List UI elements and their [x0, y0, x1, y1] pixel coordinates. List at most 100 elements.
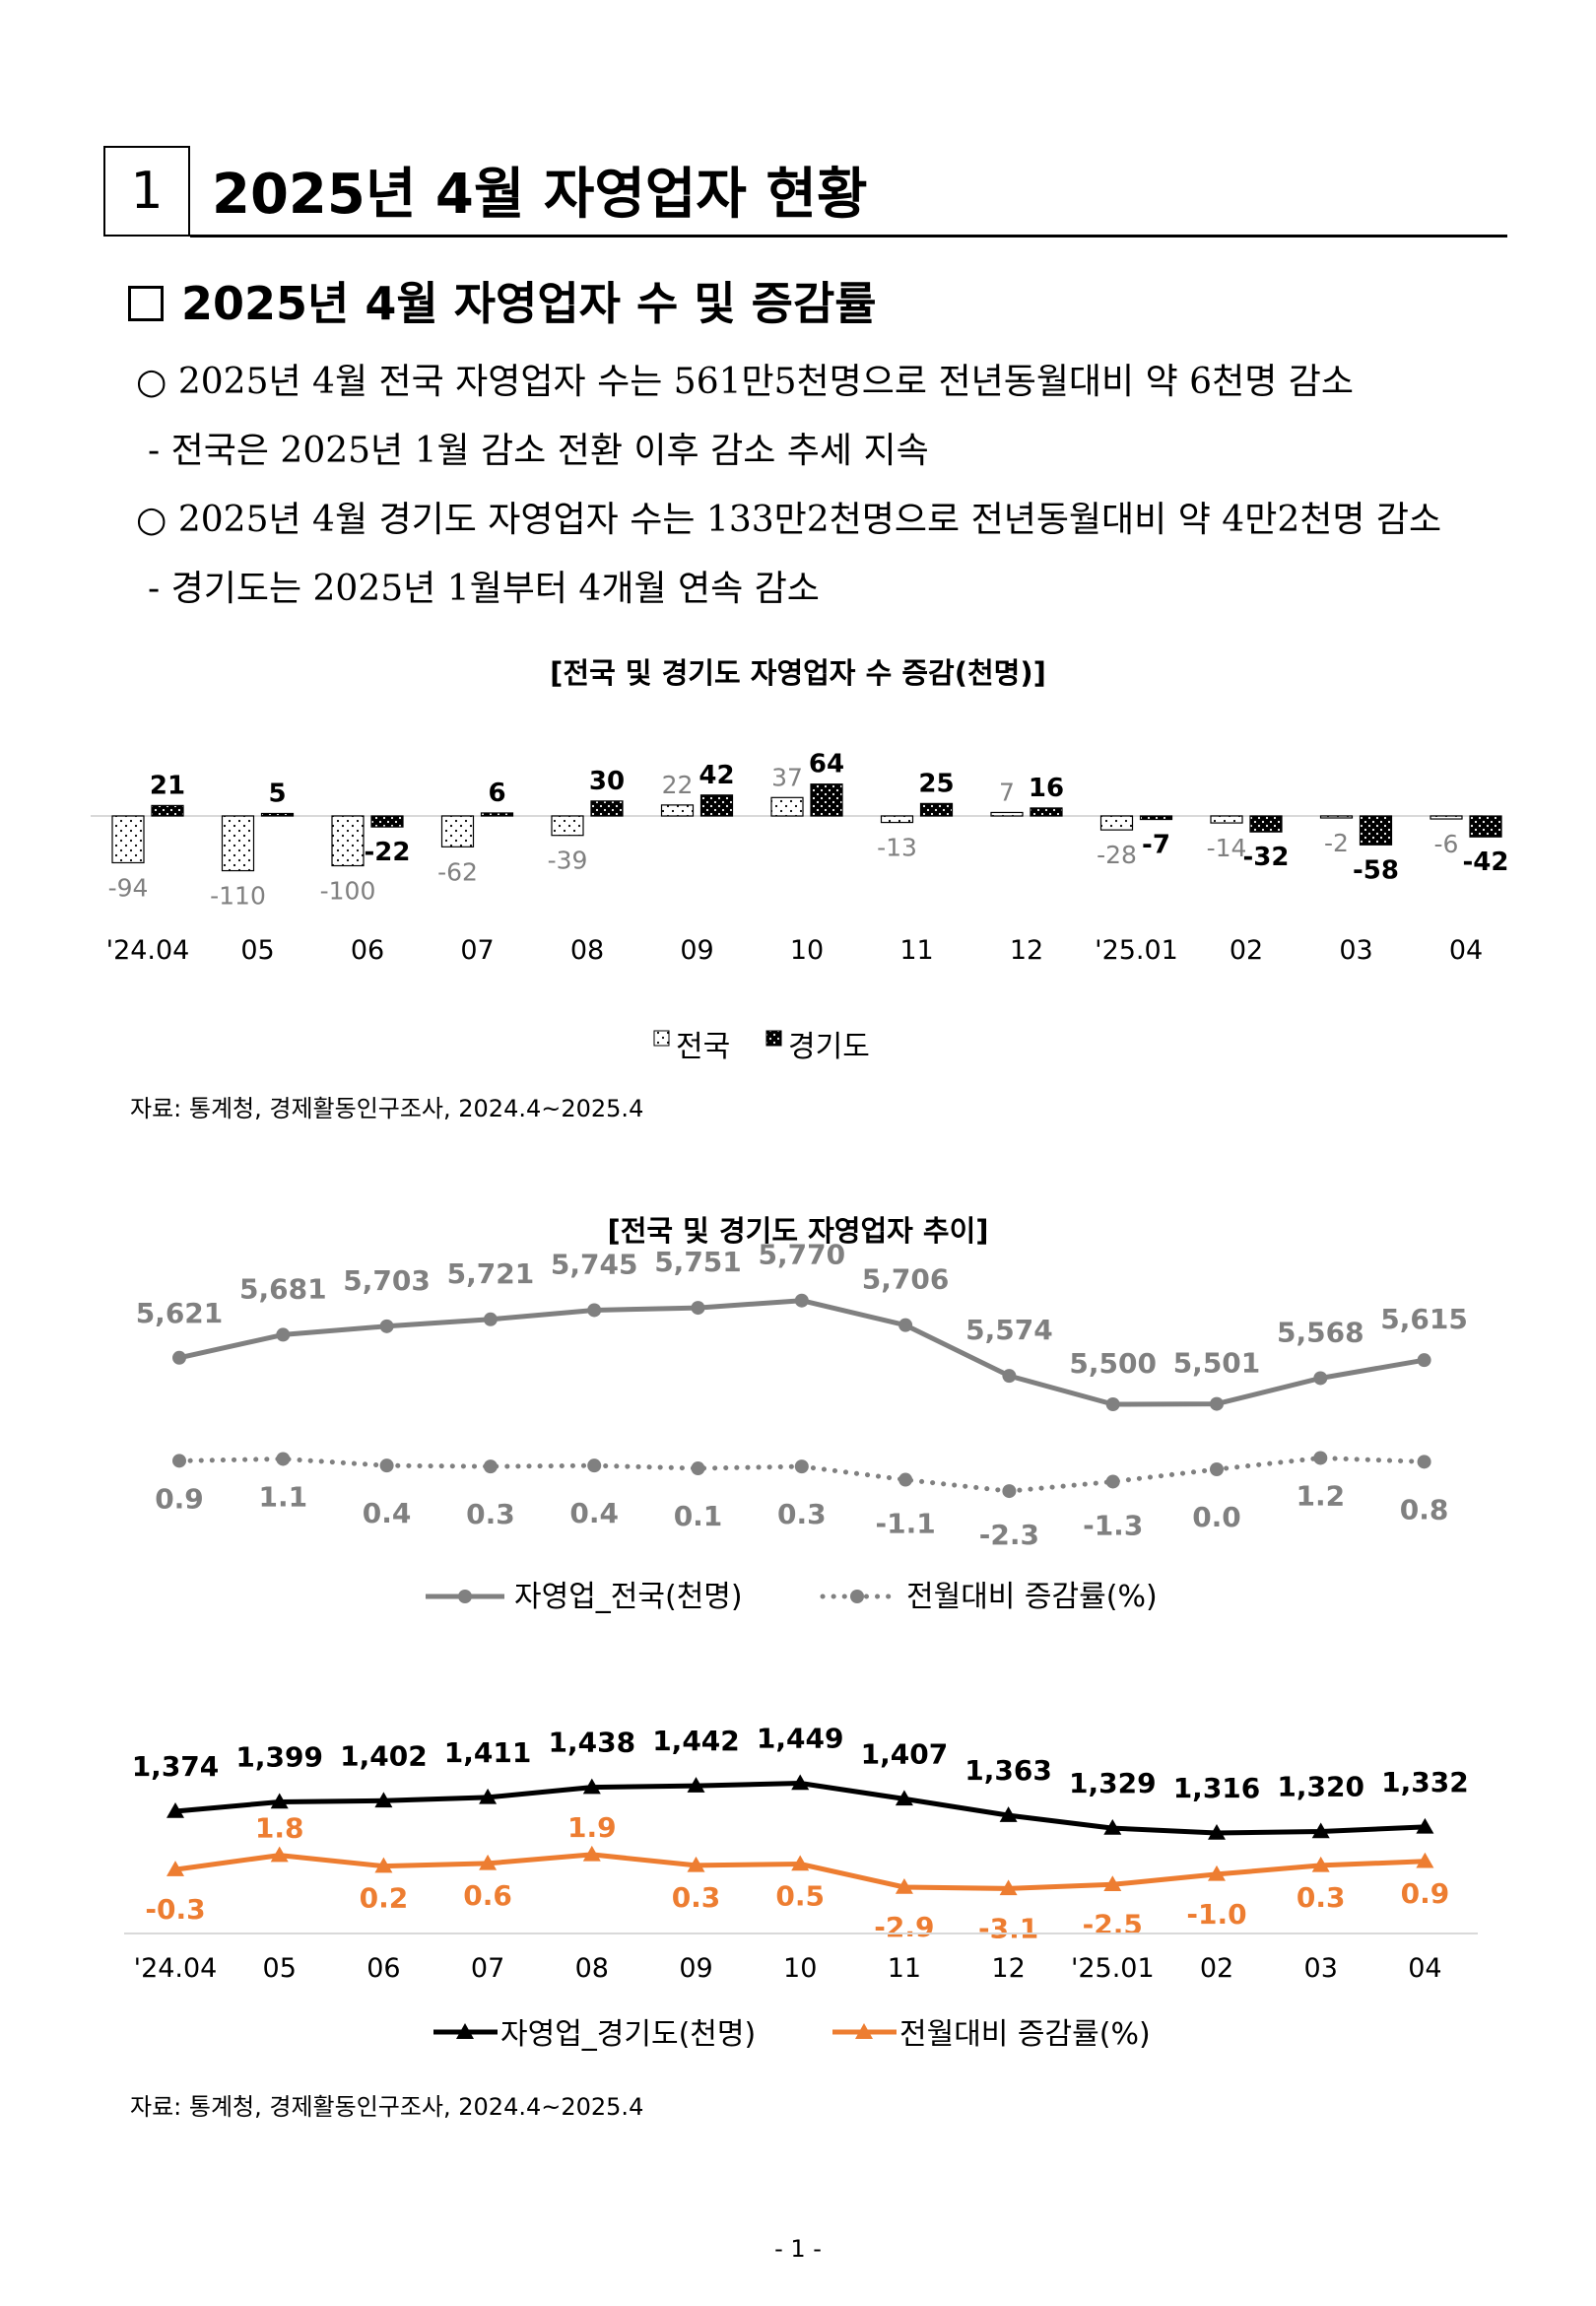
- bar-national: [221, 815, 255, 872]
- x-tick-label: '25.01: [1071, 1953, 1155, 1984]
- data-label: 5,721: [447, 1257, 535, 1290]
- data-label: 1,407: [861, 1737, 949, 1770]
- data-label: 7: [999, 778, 1015, 806]
- data-label: 0.6: [463, 1879, 512, 1912]
- x-tick-label: 02: [1230, 935, 1263, 966]
- data-label: 0.0: [1192, 1501, 1241, 1533]
- data-point: [691, 1301, 705, 1316]
- data-point: [1210, 1396, 1224, 1411]
- bar-national: [111, 815, 145, 864]
- legend-swatch-gyeonggi: [765, 1030, 782, 1047]
- bullet-1: ○ 2025년 4월 전국 자영업자 수는 561만5천명으로 전년동월대비 약…: [136, 362, 1355, 402]
- data-label: 0.3: [466, 1498, 515, 1530]
- data-point: [1002, 1369, 1017, 1384]
- data-point: [898, 1318, 913, 1332]
- data-label: -110: [210, 882, 266, 911]
- bar-gyeonggi: [1469, 815, 1502, 838]
- x-tick-label: 10: [783, 1953, 817, 1984]
- data-label: 1,399: [235, 1740, 323, 1773]
- bar-chart: -94 21 '24.04 -110 5 05 -100 -22 06 -62 6 07 -39 30 08…: [91, 750, 1509, 1064]
- section-number: 1: [103, 146, 190, 237]
- data-label: 5,770: [759, 1239, 846, 1271]
- data-point: [1417, 1353, 1431, 1368]
- x-tick-label: 02: [1200, 1953, 1233, 1984]
- x-tick-label: 04: [1449, 935, 1483, 966]
- data-point: [794, 1459, 809, 1474]
- bar-gyeonggi: [151, 804, 184, 817]
- bullet-4: - 경기도는 2025년 1월부터 4개월 연속 감소: [148, 569, 820, 609]
- data-point: [172, 1454, 186, 1468]
- data-point: [276, 1327, 291, 1342]
- bar-national: [990, 811, 1024, 817]
- bar-national: [1319, 815, 1354, 819]
- x-tick-label: 12: [991, 1953, 1025, 1984]
- data-label: -22: [365, 838, 411, 867]
- data-label: 1,329: [1069, 1767, 1157, 1799]
- data-point: [479, 1788, 498, 1804]
- x-tick-label: 11: [888, 1953, 921, 1984]
- x-tick-label: 06: [351, 935, 384, 966]
- bar-national: [1430, 815, 1463, 820]
- data-point: [1416, 1852, 1434, 1868]
- data-point: [1311, 1822, 1330, 1839]
- bullet-2: - 전국은 2025년 1월 감소 전환 이후 감소 추세 지속: [148, 431, 929, 471]
- subsection-title-text: 2025년 4월 자영업자 수 및 증감률: [181, 277, 877, 330]
- x-tick-label: 07: [471, 1953, 504, 1984]
- data-point: [166, 1861, 184, 1876]
- data-label: 1.2: [1296, 1479, 1345, 1512]
- bar-gyeonggi: [1359, 815, 1393, 846]
- x-tick-label: 04: [1408, 1953, 1441, 1984]
- data-label: -3.1: [978, 1912, 1038, 1944]
- data-point: [1208, 1865, 1226, 1881]
- legend-label-national: 전국: [676, 1030, 730, 1064]
- data-label: 0.2: [360, 1882, 409, 1915]
- data-label: 0.1: [674, 1500, 723, 1532]
- bar-national: [880, 815, 914, 824]
- data-label: 0.3: [1297, 1881, 1346, 1914]
- data-label: 5,681: [239, 1272, 327, 1305]
- data-point: [1313, 1371, 1328, 1386]
- data-label: 16: [1029, 774, 1064, 803]
- checkbox-square-icon: [128, 286, 164, 321]
- data-label: -39: [548, 847, 588, 875]
- x-tick-label: 09: [679, 1953, 712, 1984]
- x-tick-label: '24.04: [106, 935, 190, 966]
- data-label: -94: [108, 873, 149, 902]
- bar-national: [1210, 815, 1243, 824]
- data-label: 1,449: [757, 1722, 844, 1754]
- data-label: 42: [698, 761, 734, 790]
- data-point: [1313, 1451, 1328, 1465]
- data-point: [1105, 1474, 1120, 1489]
- bar-gyeonggi: [370, 815, 404, 828]
- data-label: 1.1: [258, 1480, 307, 1513]
- bar-gyeonggi: [1249, 815, 1283, 833]
- bar-national: [660, 804, 695, 817]
- data-label: -100: [320, 877, 376, 906]
- data-point: [270, 1846, 289, 1863]
- page-number: - 1 -: [774, 2235, 822, 2263]
- legend-label-rate: 전월대비 증감률(%): [906, 1580, 1158, 1614]
- data-point: [587, 1303, 602, 1318]
- data-label: -2: [1324, 829, 1349, 857]
- data-label: 25: [918, 769, 954, 798]
- data-point: [1103, 1819, 1122, 1835]
- data-label: 1.8: [255, 1812, 304, 1845]
- data-label: -13: [877, 834, 917, 862]
- chart1-title: [전국 및 경기도 자영업자 수 증감(천명)]: [550, 656, 1046, 690]
- legend-marker-gyeonggi: [456, 2023, 474, 2039]
- data-label: -2.5: [1083, 1908, 1143, 1940]
- data-label: 5,703: [343, 1264, 431, 1297]
- data-label: 0.4: [569, 1497, 619, 1529]
- data-label: 22: [662, 771, 694, 799]
- chart1-source: 자료: 통계청, 경제활동인구조사, 2024.4~2025.4: [130, 1095, 644, 1122]
- data-point: [1103, 1875, 1122, 1891]
- legend-label-gyeonggi: 경기도: [788, 1030, 870, 1064]
- data-point: [895, 1790, 913, 1806]
- data-point: [898, 1472, 913, 1487]
- x-tick-label: 08: [575, 1953, 609, 1984]
- bar-national: [440, 815, 475, 848]
- data-label: -42: [1463, 848, 1509, 877]
- data-label: 5,745: [551, 1248, 638, 1280]
- data-label: 30: [589, 767, 625, 796]
- data-point: [791, 1855, 810, 1871]
